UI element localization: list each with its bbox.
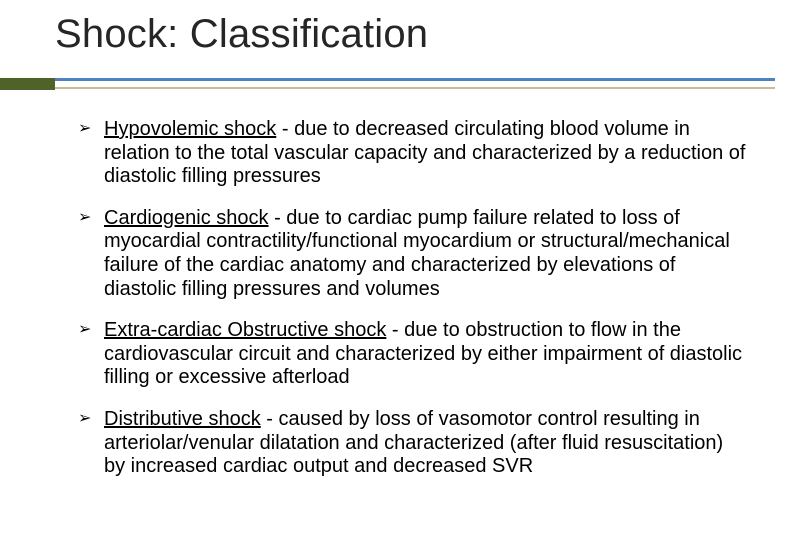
title-rule-tan xyxy=(55,87,775,89)
bullet-term: Cardiogenic shock xyxy=(104,207,269,229)
bullet-arrow-icon: ➢ xyxy=(78,209,91,228)
bullet-list: ➢ Hypovolemic shock - due to decreased c… xyxy=(78,118,748,497)
list-item: ➢ Cardiogenic shock - due to cardiac pum… xyxy=(78,207,748,301)
title-accent-block xyxy=(0,78,55,90)
slide-title: Shock: Classification xyxy=(55,12,428,57)
bullet-arrow-icon: ➢ xyxy=(78,120,91,139)
bullet-arrow-icon: ➢ xyxy=(78,410,91,429)
bullet-term: Extra-cardiac Obstructive shock xyxy=(104,319,386,341)
bullet-term: Distributive shock xyxy=(104,408,261,430)
list-item: ➢ Hypovolemic shock - due to decreased c… xyxy=(78,118,748,189)
list-item: ➢ Distributive shock - caused by loss of… xyxy=(78,408,748,479)
list-item: ➢ Extra-cardiac Obstructive shock - due … xyxy=(78,319,748,390)
slide: Shock: Classification ➢ Hypovolemic shoc… xyxy=(0,0,810,540)
bullet-term: Hypovolemic shock xyxy=(104,118,276,140)
bullet-arrow-icon: ➢ xyxy=(78,321,91,340)
title-rule-blue xyxy=(55,78,775,81)
